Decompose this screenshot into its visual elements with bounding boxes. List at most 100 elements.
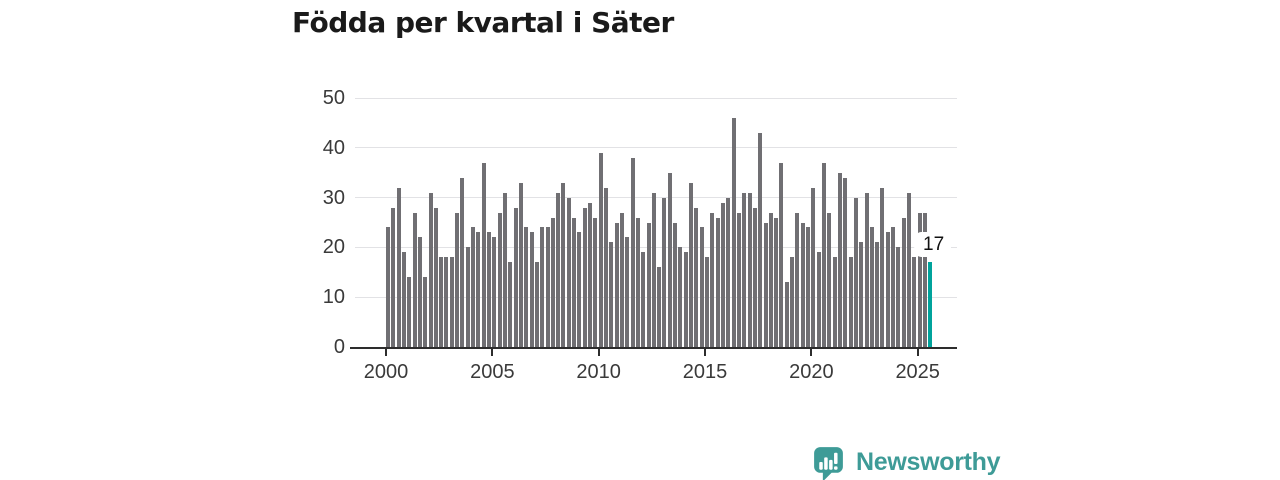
bar <box>774 217 779 347</box>
x-axis-tick-label: 2000 <box>363 361 409 383</box>
bar <box>726 197 731 347</box>
bar <box>901 217 906 347</box>
bar <box>859 242 864 347</box>
bar <box>800 222 805 347</box>
bar <box>853 197 858 347</box>
bar <box>518 182 523 347</box>
bar <box>603 187 608 347</box>
newsworthy-icon <box>814 447 843 480</box>
x-axis-tick-label: 2010 <box>576 361 621 383</box>
bar <box>848 257 853 347</box>
bar <box>433 207 438 347</box>
bar <box>534 262 539 347</box>
bar <box>572 217 577 347</box>
plot-area: 17 0 10 20 30 40 50 2000 2005 2010 2015 2020 2025 <box>323 87 957 383</box>
bar <box>784 282 789 347</box>
bar <box>816 252 821 347</box>
bar <box>747 192 752 347</box>
bar <box>657 267 662 347</box>
bar <box>439 257 444 347</box>
bar <box>811 187 816 347</box>
x-axis-tick <box>491 349 494 356</box>
bar <box>891 227 896 347</box>
bar <box>492 237 497 347</box>
gridline <box>355 246 957 248</box>
bar <box>832 257 837 347</box>
bar <box>827 212 832 347</box>
bar <box>423 277 428 347</box>
y-axis-tick-label: 50 <box>322 87 345 109</box>
bar <box>864 192 869 347</box>
bar <box>689 182 694 347</box>
bar <box>710 212 715 347</box>
bar <box>790 257 795 347</box>
newsworthy-logo: Newsworthy <box>810 444 1001 480</box>
bar <box>699 227 704 347</box>
gridline <box>355 296 957 298</box>
bar <box>923 212 928 347</box>
bar <box>806 227 811 347</box>
bar <box>428 192 433 347</box>
bar <box>476 232 481 347</box>
bar <box>641 252 646 347</box>
x-axis-tick <box>810 349 813 356</box>
bar <box>497 212 502 347</box>
bar <box>678 247 683 347</box>
bar <box>391 207 396 347</box>
bar <box>460 177 465 347</box>
bar <box>577 232 582 347</box>
gridline <box>355 147 957 149</box>
bar <box>651 192 656 347</box>
bar <box>412 212 417 347</box>
bar <box>635 217 640 347</box>
bar <box>588 202 593 347</box>
bar <box>598 152 603 347</box>
bar <box>556 192 561 347</box>
bar <box>885 232 890 347</box>
bar <box>843 177 848 347</box>
x-axis-tick-label: 2020 <box>789 361 834 383</box>
bar <box>449 257 454 347</box>
bar <box>683 252 688 347</box>
bar <box>907 192 912 347</box>
y-axis-tick-label: 20 <box>322 236 345 259</box>
bar <box>821 162 826 347</box>
bar <box>545 227 550 347</box>
bar <box>508 262 513 347</box>
bar <box>673 222 678 347</box>
x-axis-tick-label: 2015 <box>682 361 728 383</box>
bar <box>407 277 412 347</box>
bar <box>880 187 885 347</box>
bar <box>502 192 507 347</box>
bar <box>694 207 699 347</box>
x-axis-tick <box>385 349 387 356</box>
bar <box>917 212 922 347</box>
bar <box>540 227 545 347</box>
bar-highlighted <box>928 262 933 347</box>
bar <box>593 217 598 347</box>
bar <box>646 222 651 347</box>
value-callout: 17 <box>911 232 952 257</box>
bar <box>609 242 614 347</box>
bar <box>524 227 529 347</box>
bar <box>742 192 747 347</box>
bar <box>763 222 768 347</box>
bar <box>386 227 390 347</box>
bar <box>875 242 880 347</box>
bar <box>662 197 667 347</box>
y-axis-tick-label: 30 <box>322 186 345 209</box>
chart-title: Födda per kvartal i Säter <box>292 6 674 39</box>
bar <box>396 187 401 347</box>
bar <box>455 212 460 347</box>
y-axis-tick-label: 40 <box>322 136 345 159</box>
bar <box>869 227 874 347</box>
gridline <box>355 197 957 199</box>
bar <box>417 237 422 347</box>
bar <box>444 257 449 347</box>
bar <box>752 207 757 347</box>
bar <box>619 212 624 347</box>
bar <box>401 252 406 347</box>
newsworthy-wordmark: Newsworthy <box>856 448 1001 476</box>
bar <box>630 157 635 347</box>
